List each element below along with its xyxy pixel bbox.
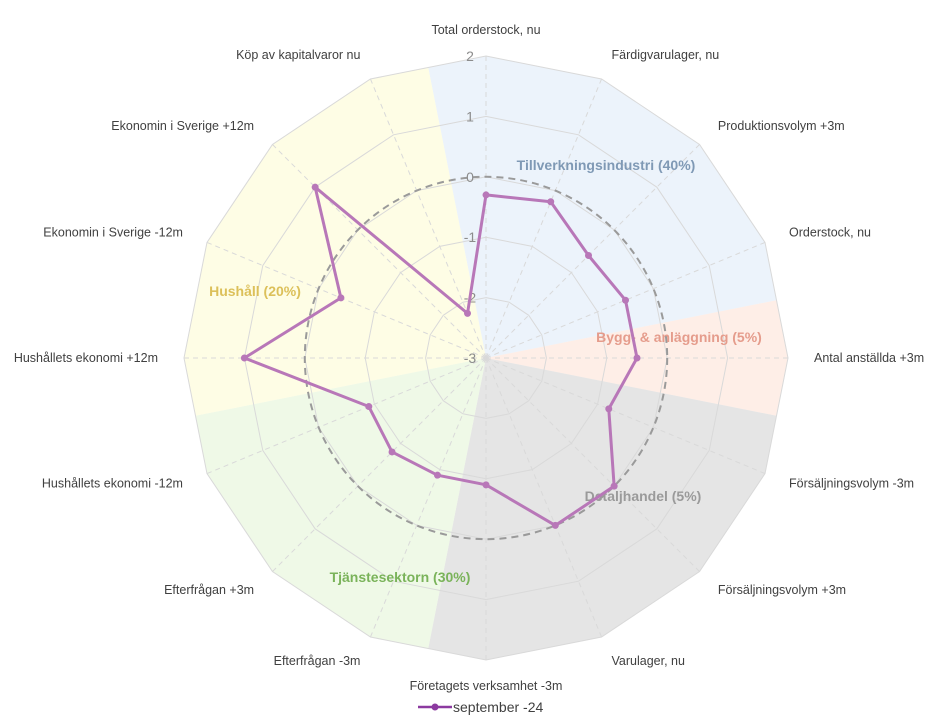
axis-label: Hushållets ekonomi -12m (42, 477, 183, 491)
radial-tick-labels: 210-1-2-3 (464, 48, 477, 366)
data-point (433, 471, 441, 479)
sector-hushall-20 (184, 67, 486, 416)
axis-label: Försäljningsvolym +3m (718, 583, 846, 597)
legend-marker (431, 703, 439, 711)
tick-label: -1 (464, 229, 477, 245)
zero-reference-circle (303, 175, 669, 541)
tick-label: 2 (466, 48, 474, 64)
sector-label: Bygg- & anläggning (5%) (596, 329, 762, 345)
sector-label: Tjänstesektorn (30%) (330, 569, 471, 585)
data-point (610, 482, 618, 490)
sector-label: Hushåll (20%) (209, 283, 301, 299)
data-point (622, 296, 630, 304)
data-point (337, 294, 345, 302)
axis-label: Företagets verksamhet -3m (410, 679, 563, 693)
data-point (388, 448, 396, 456)
data-point (482, 481, 490, 489)
reference-ring (303, 175, 669, 541)
tick-label: 1 (466, 108, 474, 124)
data-point (464, 309, 472, 317)
grid-ring (425, 297, 547, 419)
grid-ring (243, 115, 729, 601)
axis-label: Total orderstock, nu (431, 23, 540, 37)
axis-label: Försäljningsvolym -3m (789, 477, 914, 491)
axis-label: Produktionsvolym +3m (718, 119, 845, 133)
legend: september -24 (418, 699, 543, 715)
data-point (240, 354, 248, 362)
sector-label: Tillverkningsindustri (40%) (517, 157, 696, 173)
axis-label: Ekonomin i Sverige +12m (111, 119, 254, 133)
axis-label: Varulager, nu (612, 654, 685, 668)
axis-label: Ekonomin i Sverige -12m (43, 225, 183, 239)
sector-labels: Tillverkningsindustri (40%) Bygg- & anläg… (209, 157, 762, 585)
axis-label: Efterfrågan +3m (164, 583, 254, 597)
data-point (311, 183, 319, 191)
data-point (482, 191, 490, 199)
tick-label: 0 (466, 169, 474, 185)
sector-detaljhandel-5 (428, 358, 777, 660)
data-point (547, 198, 555, 206)
legend-label: september -24 (453, 699, 543, 715)
axis-label: Färdigvarulager, nu (612, 48, 720, 62)
axis-label: Antal anställda +3m (814, 351, 924, 365)
data-point (633, 354, 641, 362)
radar-grid (183, 55, 789, 661)
axis-label: Efterfrågan -3m (274, 654, 361, 668)
axis-label: Köp av kapitalvaror nu (236, 48, 360, 62)
axis-label: Hushållets ekonomi +12m (14, 351, 158, 365)
axis-labels: Total orderstock, nu Färdigvarulager, nu P… (14, 23, 924, 693)
data-point (551, 521, 559, 529)
series-september-24 (240, 183, 641, 529)
sector-label: Detaljhandel (5%) (585, 488, 702, 504)
sector-tillverkningsindustri-40 (428, 56, 777, 358)
data-point (605, 405, 613, 413)
axis-label: Orderstock, nu (789, 225, 871, 239)
data-point (365, 403, 373, 411)
data-point (585, 251, 593, 259)
tick-label: -3 (464, 350, 477, 366)
